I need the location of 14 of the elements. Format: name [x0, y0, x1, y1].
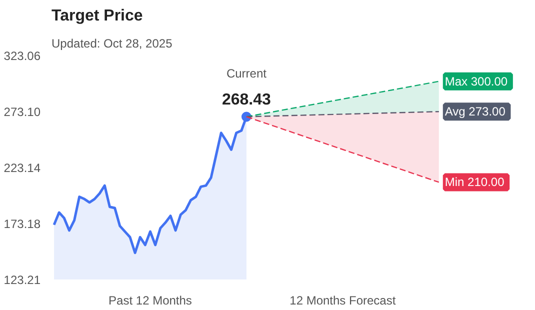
- text: Max 300.00: [444, 74, 508, 88]
- chart-title: Target Price: [52, 8, 143, 24]
- y-tick-label: 223.14: [4, 160, 41, 175]
- y-tick-label: 273.10: [4, 104, 41, 119]
- y-tick-label: 173.18: [4, 216, 41, 231]
- x-tick-label: Past 12 Months: [108, 294, 192, 308]
- text: Min 210.00: [444, 175, 504, 190]
- y-tick-label: 323.06: [4, 49, 41, 63]
- y-tick-label: 123.21: [4, 273, 41, 287]
- x-tick-label: 12 Months Forecast: [290, 294, 396, 308]
- chart-subtitle: Updated: Oct 28, 2025: [52, 36, 173, 50]
- annotation: Current: [226, 66, 268, 81]
- data-label: 268.43: [222, 92, 272, 109]
- text: Avg 273.00: [444, 104, 506, 119]
